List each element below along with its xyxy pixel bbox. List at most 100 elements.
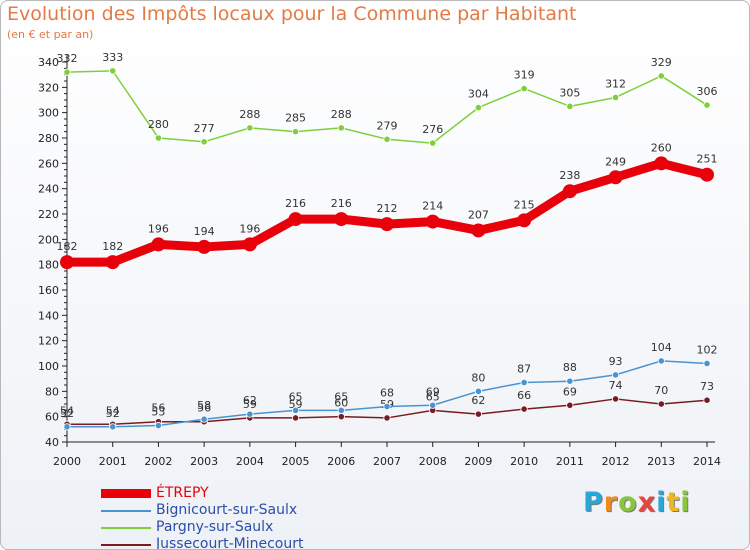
data-point <box>520 85 528 93</box>
x-tick-label: 2004 <box>236 455 264 468</box>
data-point <box>242 237 257 252</box>
data-label: 333 <box>102 51 123 64</box>
data-label: 280 <box>148 118 169 131</box>
data-point <box>657 357 665 365</box>
y-tick-label: 180 <box>38 259 59 272</box>
data-label: 56 <box>197 402 211 415</box>
data-label: 54 <box>60 404 74 417</box>
data-label: 66 <box>517 389 531 402</box>
logo-letter: r <box>603 487 619 518</box>
data-point <box>337 406 345 414</box>
y-tick-label: 280 <box>38 132 59 145</box>
data-point <box>562 184 577 199</box>
data-label: 196 <box>239 222 260 235</box>
data-label: 215 <box>514 198 535 211</box>
data-point <box>291 414 300 422</box>
data-label: 304 <box>468 88 489 101</box>
data-label: 73 <box>700 380 714 393</box>
legend-swatch <box>101 489 151 498</box>
data-label: 104 <box>651 341 672 354</box>
data-label: 182 <box>102 240 123 253</box>
data-point <box>334 212 349 227</box>
data-point <box>611 371 620 379</box>
y-tick-label: 120 <box>38 335 59 348</box>
data-label: 216 <box>331 197 352 210</box>
data-label: 80 <box>471 371 485 384</box>
y-tick-label: 220 <box>38 208 59 221</box>
legend-swatch <box>101 544 151 546</box>
legend-label: ÉTREPY <box>156 485 209 501</box>
y-tick-label: 100 <box>38 360 59 373</box>
y-tick-label: 200 <box>38 233 59 246</box>
data-point <box>246 124 254 132</box>
data-point <box>337 124 345 132</box>
line-chart: 4060801001201401601802002202402602803003… <box>38 51 721 468</box>
data-label: 306 <box>697 85 718 98</box>
data-label: 62 <box>471 394 485 407</box>
legend-label: Jussecourt-Minecourt <box>156 536 304 550</box>
data-label: 59 <box>243 398 257 411</box>
x-tick-label: 2009 <box>464 455 492 468</box>
legend-swatch <box>101 510 151 512</box>
x-tick-label: 2014 <box>693 455 721 468</box>
legend-label: Pargny-sur-Saulx <box>156 519 274 535</box>
data-label: 102 <box>697 343 718 356</box>
logo-letter: o <box>618 487 638 518</box>
data-point <box>703 396 711 404</box>
data-label: 62 <box>243 394 257 407</box>
data-point <box>380 217 394 232</box>
data-label: 260 <box>651 141 672 154</box>
y-tick-label: 340 <box>38 56 59 69</box>
chart-subtitle: (en € et par an) <box>7 28 94 41</box>
logo-letter: P <box>583 487 604 518</box>
legend-label: Bignicourt-sur-Saulx <box>156 502 298 518</box>
data-label: 69 <box>426 385 440 398</box>
data-point <box>517 213 532 228</box>
data-point <box>200 415 208 423</box>
data-point <box>105 255 120 270</box>
data-point <box>63 423 71 431</box>
data-label: 87 <box>517 362 531 375</box>
x-tick-label: 2013 <box>647 455 675 468</box>
data-label: 288 <box>239 108 260 121</box>
data-label: 68 <box>380 387 394 400</box>
data-label: 319 <box>514 69 535 82</box>
data-label: 212 <box>377 202 398 215</box>
x-tick-label: 2007 <box>373 455 401 468</box>
y-tick-label: 300 <box>38 107 59 120</box>
data-point <box>474 104 483 112</box>
chart-title: Evolution des Impôts locaux pour la Comm… <box>7 3 577 25</box>
proxiti-logo: Proxiti <box>583 487 691 518</box>
y-tick-label: 160 <box>38 284 59 297</box>
y-tick-label: 80 <box>45 385 59 398</box>
data-label: 88 <box>563 361 577 374</box>
data-label: 74 <box>609 379 623 392</box>
data-label: 53 <box>151 406 165 419</box>
data-point <box>197 239 212 254</box>
data-label: 56 <box>151 402 165 415</box>
x-tick-label: 2001 <box>99 455 127 468</box>
data-point <box>566 377 574 385</box>
series-pargny-sur-saulx: 332 333 280 277 288 285 288 279 276 304 319 305 312 3… <box>57 51 718 147</box>
data-label: 249 <box>605 155 626 168</box>
data-label: 251 <box>697 153 718 166</box>
data-label: 305 <box>559 86 580 99</box>
data-label: 52 <box>60 407 74 420</box>
data-label: 60 <box>334 397 348 410</box>
data-point <box>291 128 300 136</box>
data-label: 52 <box>106 407 120 420</box>
data-point <box>700 167 714 182</box>
data-point <box>154 421 163 430</box>
data-point <box>109 423 117 431</box>
data-label: 279 <box>377 119 398 132</box>
y-tick-label: 40 <box>45 436 59 449</box>
data-point <box>703 359 711 368</box>
x-tick-label: 2010 <box>510 455 538 468</box>
x-tick-label: 2008 <box>419 455 447 468</box>
data-label: 276 <box>422 123 443 136</box>
data-label: 288 <box>331 108 352 121</box>
data-point <box>474 410 483 418</box>
data-label: 238 <box>559 169 580 182</box>
data-point <box>703 101 711 109</box>
